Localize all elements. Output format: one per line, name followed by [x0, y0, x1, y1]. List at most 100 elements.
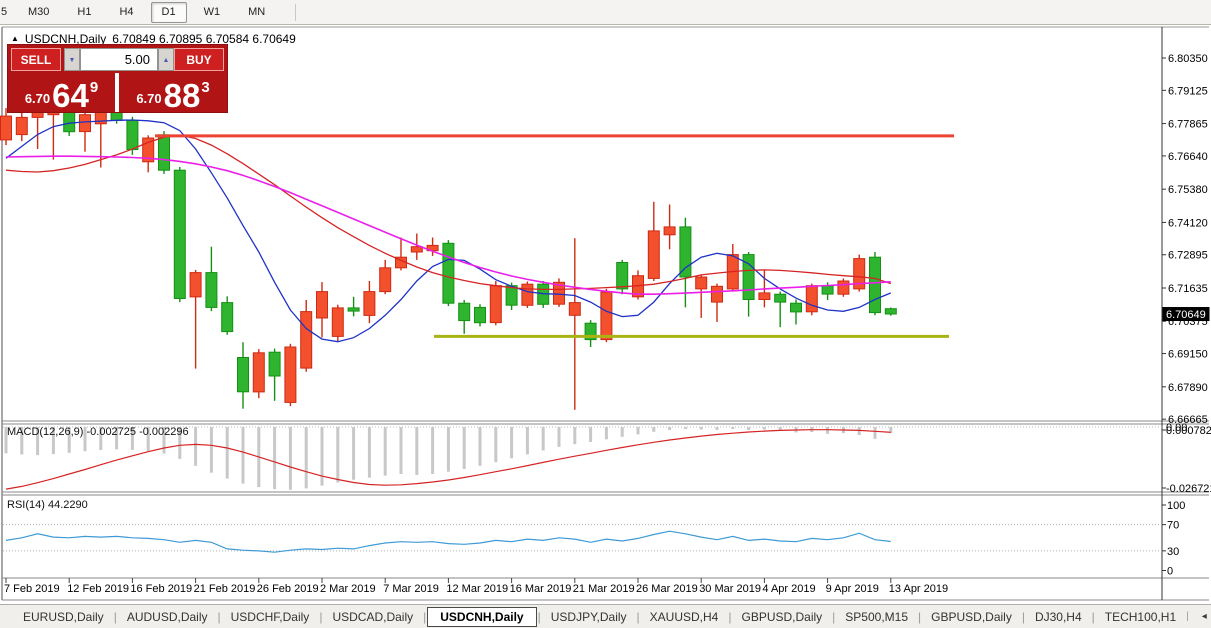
tab-separator: | [918, 609, 922, 624]
macd-axis-label: 0.00 [1166, 422, 1187, 434]
chart-tab-usdchf-daily[interactable]: USDCHF,Daily [230, 609, 310, 624]
timeframe-button-H1[interactable]: H1 [77, 5, 92, 18]
chart-tab-sp500-m15[interactable]: SP500,M15 [845, 609, 909, 624]
candle-body [521, 283, 534, 306]
date-axis-label: 16 Mar 2019 [510, 583, 572, 595]
volume-decrease-button[interactable]: ▼ [64, 48, 80, 71]
price-axis-label: 6.76640 [1168, 151, 1208, 163]
tab-scroll-left-icon[interactable]: ◂ [1201, 611, 1207, 622]
macd-histogram-bar [747, 427, 751, 430]
candle-body [869, 256, 881, 314]
candle-body [252, 352, 265, 393]
macd-histogram-bar [367, 427, 371, 478]
buy-price-prefix: 6.70 [136, 91, 162, 106]
chart-tab-tech100-h1[interactable]: TECH100,H1 [1104, 609, 1177, 624]
macd-histogram-bar [352, 427, 356, 480]
candle-body [647, 230, 660, 279]
candle-body [0, 115, 12, 141]
timeframe-button-M30[interactable]: M30 [28, 5, 50, 18]
macd-histogram-bar [636, 427, 640, 435]
macd-histogram-bar [415, 427, 419, 475]
candle-body [790, 302, 802, 313]
buy-price[interactable]: 6.70 88 3 [119, 73, 227, 112]
macd-histogram-bar [431, 427, 435, 475]
sell-price[interactable]: 6.70 64 9 [8, 73, 115, 112]
sell-button[interactable]: SELL [11, 48, 61, 71]
chart-canvas[interactable]: 6.80350 6.79125 6.77865 6.76640 6.75380 6.741… [0, 25, 1211, 604]
macd-main-value: -0.002725 [86, 426, 137, 438]
tab-separator: | [1091, 609, 1095, 624]
macd-histogram-bar [620, 427, 624, 437]
timeframe-button-D1[interactable]: D1 [150, 1, 187, 23]
chart-tab-bar: EURUSD,Daily | AUDUSD,Daily | USDCHF,Daily | U… [0, 604, 1211, 628]
chart-title-ohlc: 6.70849 6.70895 6.70584 6.70649 [112, 32, 296, 46]
buy-button[interactable]: BUY [174, 48, 224, 71]
price-axis-label: 6.67890 [1168, 382, 1208, 394]
chart-title: ▲ USDCNH,Daily 6.70849 6.70895 6.70584 6… [11, 32, 296, 46]
one-click-trading-panel: SELL ▼ 5.00 ▲ BUY 6.70 64 9 6.70 88 3 [8, 45, 227, 112]
collapse-panel-icon[interactable]: ▲ [11, 34, 19, 43]
tab-separator: | [832, 609, 836, 624]
macd-histogram-bar [304, 427, 308, 489]
candle-body [205, 272, 218, 308]
macd-histogram-bar [241, 427, 245, 484]
chart-tab-dj30-h4[interactable]: DJ30,H4 [1034, 609, 1082, 624]
candle-body [331, 307, 344, 337]
candle-body [600, 291, 613, 341]
candle-body [553, 281, 565, 305]
candle-body [805, 285, 818, 313]
candle-body [410, 246, 423, 253]
candle-body [126, 120, 139, 150]
candle-body [268, 351, 281, 377]
tab-separator: | [217, 609, 221, 624]
sell-price-sup: 9 [89, 79, 99, 96]
chart-tab-usdjpy-daily[interactable]: USDJPY,Daily [550, 609, 627, 624]
candle-body [474, 306, 486, 324]
date-axis-label: 21 Feb 2019 [194, 583, 256, 595]
price-axis-label: 6.79125 [1168, 85, 1208, 97]
date-axis-label: 7 Feb 2019 [4, 583, 60, 595]
date-axis-label: 4 Apr 2019 [762, 583, 815, 595]
chart-tab-audusd-daily[interactable]: AUDUSD,Daily [126, 609, 208, 624]
volume-increase-button[interactable]: ▲ [158, 48, 174, 71]
price-axis-label: 6.66665 [1168, 414, 1208, 426]
macd-pane-label: MACD(12,26,9) -0.002725 -0.002296 [7, 426, 189, 438]
macd-histogram-bar [99, 427, 103, 451]
tab-separator: | [423, 609, 427, 624]
candle-body [884, 308, 897, 315]
timeframe-button-MN[interactable]: MN [248, 5, 266, 18]
chart-tab-usdcad-daily[interactable]: USDCAD,Daily [332, 609, 414, 624]
macd-histogram-bar [731, 427, 735, 430]
macd-histogram-bar [336, 427, 340, 483]
chart-tab-xauusd-h4[interactable]: XAUUSD,H4 [649, 609, 719, 624]
timeframe-button-5[interactable]: 5 [1, 5, 8, 18]
tab-arrows-separator: | [1186, 611, 1189, 622]
date-axis-label: 9 Apr 2019 [826, 583, 879, 595]
sell-price-big: 64 [52, 76, 89, 114]
buy-price-sup: 3 [201, 79, 210, 96]
sell-price-prefix: 6.70 [24, 91, 51, 106]
candle-body [568, 302, 581, 316]
macd-histogram-bar [446, 427, 450, 472]
candle-body [584, 322, 597, 341]
chart-tab-gbpusd-daily[interactable]: GBPUSD,Daily [741, 609, 823, 624]
chart-title-symbol: USDCNH,Daily [24, 32, 107, 46]
macd-histogram-bar [383, 427, 387, 476]
macd-histogram-bar [889, 427, 893, 434]
volume-field[interactable]: 5.00 [80, 48, 158, 71]
chart-tab-gbpusd-daily[interactable]: GBPUSD,Daily [931, 609, 1012, 624]
tab-separator: | [537, 609, 541, 624]
chart-tab-eurusd-daily[interactable]: EURUSD,Daily [23, 609, 104, 624]
ma-fast-line [5, 119, 892, 343]
macd-histogram-bar [478, 427, 482, 466]
rsi-label: RSI(14) [7, 499, 45, 511]
price-axis-label: 6.77865 [1168, 119, 1208, 131]
macd-histogram-bar [320, 427, 324, 486]
chart-tab-usdcnh-daily[interactable]: USDCNH,Daily [427, 606, 537, 627]
timeframe-button-H4[interactable]: H4 [119, 5, 134, 18]
candle-body [663, 226, 676, 236]
macd-histogram-bar [178, 427, 182, 459]
timeframe-button-W1[interactable]: W1 [203, 5, 221, 18]
spin-down-icon: ▼ [68, 57, 76, 64]
